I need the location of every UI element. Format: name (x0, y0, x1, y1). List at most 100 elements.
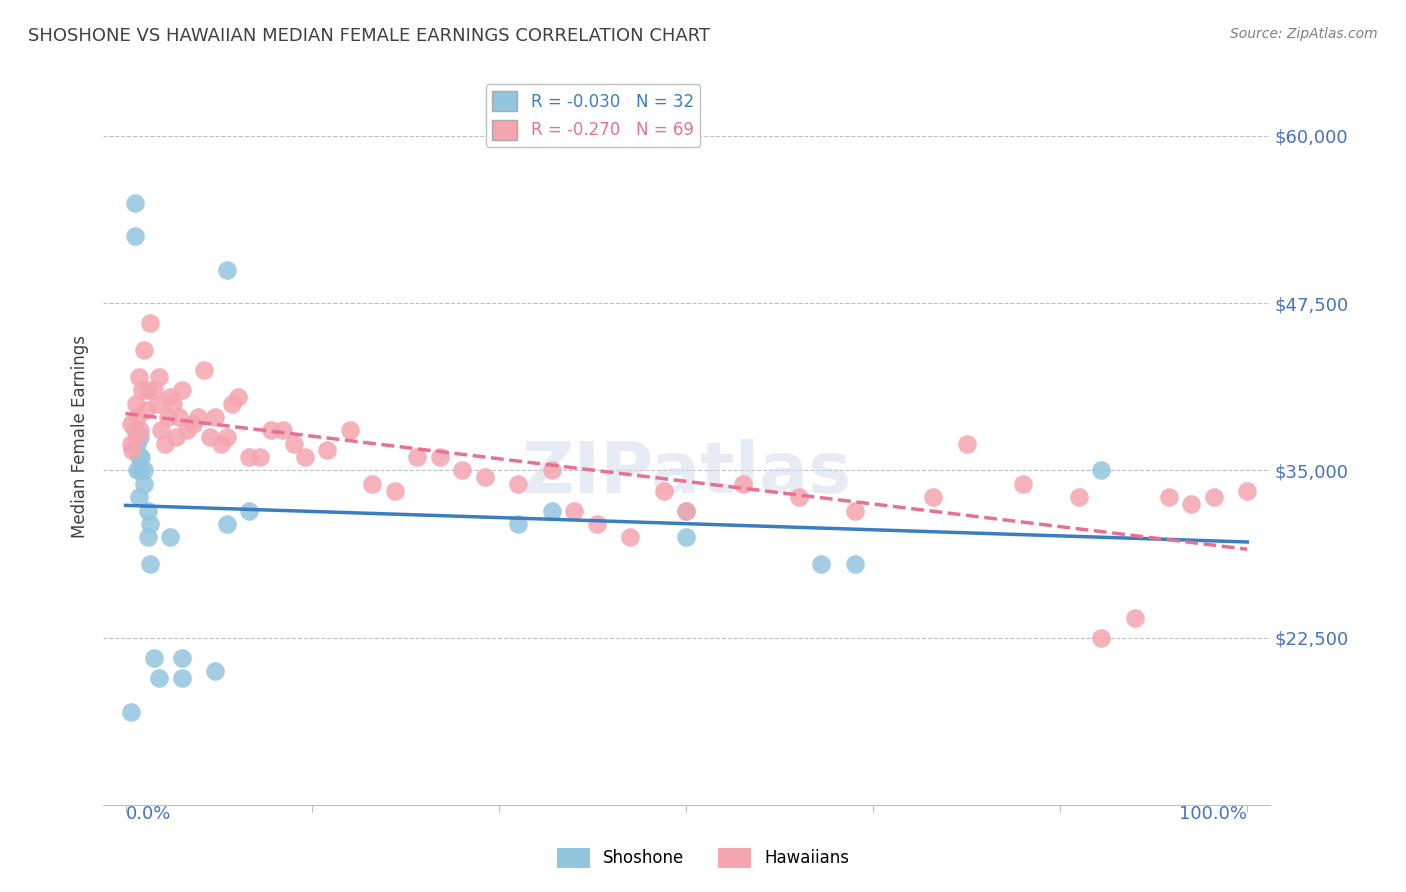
Point (162, 396, 184, 410)
Point (129, 463, 152, 477)
Text: Source: ZipAtlas.com: Source: ZipAtlas.com (1230, 27, 1378, 41)
Point (125, 436, 148, 450)
Point (810, 558, 832, 572)
Point (787, 491, 810, 505)
Point (429, 450, 451, 464)
Point (675, 504, 697, 518)
Point (131, 383, 153, 397)
Point (1067, 491, 1090, 505)
Point (956, 436, 979, 450)
Point (170, 651, 193, 665)
Point (125, 409, 148, 424)
Point (844, 558, 866, 572)
Text: 0.0%: 0.0% (125, 805, 172, 823)
Point (215, 517, 238, 532)
Point (316, 443, 339, 458)
Point (1202, 491, 1225, 505)
Point (271, 423, 294, 437)
Point (619, 531, 641, 545)
Point (153, 436, 176, 450)
Point (142, 651, 165, 665)
Point (1123, 611, 1146, 625)
Point (120, 417, 142, 431)
Point (132, 343, 155, 357)
Point (508, 476, 530, 491)
Point (132, 476, 155, 491)
Point (139, 558, 162, 572)
Point (339, 423, 361, 437)
Text: SHOSHONE VS HAWAIIAN MEDIAN FEMALE EARNINGS CORRELATION CHART: SHOSHONE VS HAWAIIAN MEDIAN FEMALE EARNI… (28, 27, 710, 45)
Point (136, 531, 159, 545)
Point (1180, 497, 1202, 511)
Point (260, 423, 283, 437)
Point (294, 450, 316, 464)
Point (209, 436, 232, 450)
Point (204, 409, 226, 424)
Point (215, 262, 238, 277)
Point (1090, 631, 1112, 645)
Legend: Shoshone, Hawaiians: Shoshone, Hawaiians (550, 841, 856, 875)
Point (139, 517, 162, 532)
Point (148, 369, 170, 384)
Point (198, 430, 221, 444)
Point (221, 396, 243, 410)
Point (129, 430, 152, 444)
Point (406, 450, 429, 464)
Legend: R = -0.030   N = 32, R = -0.270   N = 69: R = -0.030 N = 32, R = -0.270 N = 69 (485, 84, 700, 146)
Y-axis label: Median Female Earnings: Median Female Earnings (72, 335, 89, 539)
Point (1012, 476, 1035, 491)
Point (132, 463, 155, 477)
Point (146, 396, 169, 410)
Point (844, 504, 866, 518)
Point (675, 531, 697, 545)
Point (124, 423, 146, 437)
Point (451, 463, 474, 477)
Point (238, 450, 260, 464)
Point (1236, 483, 1258, 498)
Point (170, 383, 193, 397)
Point (540, 504, 562, 518)
Point (249, 450, 271, 464)
Point (128, 450, 150, 464)
Point (124, 229, 146, 244)
Point (128, 369, 150, 384)
Point (540, 463, 562, 477)
Point (508, 517, 530, 532)
Point (150, 423, 173, 437)
Point (128, 491, 150, 505)
Point (384, 483, 406, 498)
Point (204, 665, 226, 679)
Point (652, 483, 675, 498)
Point (474, 470, 496, 484)
Point (135, 403, 157, 417)
Point (139, 316, 162, 330)
Point (125, 430, 148, 444)
Point (181, 417, 204, 431)
Point (125, 463, 148, 477)
Point (136, 383, 159, 397)
Point (159, 531, 181, 545)
Text: 100.0%: 100.0% (1180, 805, 1247, 823)
Point (120, 705, 142, 719)
Point (136, 504, 159, 518)
Point (129, 450, 152, 464)
Point (120, 436, 142, 450)
Point (361, 476, 384, 491)
Point (129, 423, 152, 437)
Point (148, 671, 170, 685)
Point (1090, 463, 1112, 477)
Point (562, 504, 585, 518)
Point (731, 476, 754, 491)
Point (159, 390, 181, 404)
Text: ZIPatlas: ZIPatlas (522, 440, 852, 508)
Point (165, 430, 187, 444)
Point (922, 491, 945, 505)
Point (170, 671, 193, 685)
Point (226, 390, 249, 404)
Point (142, 383, 165, 397)
Point (187, 409, 209, 424)
Point (176, 423, 198, 437)
Point (1157, 491, 1180, 505)
Point (124, 195, 146, 210)
Point (238, 504, 260, 518)
